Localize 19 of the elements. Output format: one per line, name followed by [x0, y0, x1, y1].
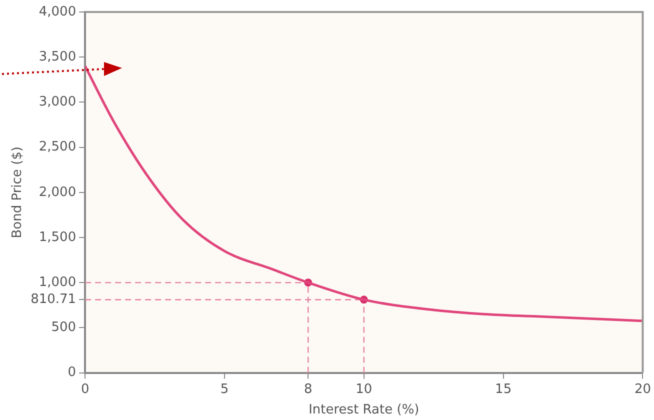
x-tick-label: 10 [356, 382, 372, 397]
y-tick-label: 2,500 [38, 140, 76, 155]
line-series [85, 64, 643, 322]
y-tick-label: 1,500 [38, 230, 76, 245]
y-tick-label: 2,000 [38, 184, 76, 200]
x-tick-label: 5 [220, 382, 229, 397]
y-tick-label: 0 [68, 365, 76, 380]
y-tick-label: 1,000 [38, 274, 76, 290]
x-tick-label: 0 [80, 382, 90, 397]
y-tick-label: 810.71 [30, 292, 76, 308]
x-tick-label: 15 [495, 382, 512, 397]
y-tick-label: 3,500 [38, 49, 76, 64]
x-tick-label: 20 [634, 382, 651, 397]
y-tick-label: 4,000 [38, 4, 76, 20]
x-axis-title: Interest Rate (%) [308, 402, 420, 418]
x-tick-label: 8 [304, 382, 312, 397]
y-tick-label: 500 [51, 320, 76, 336]
y-tick-label: 3,000 [38, 94, 76, 110]
y-axis-title: Bond Price ($) [10, 146, 26, 238]
